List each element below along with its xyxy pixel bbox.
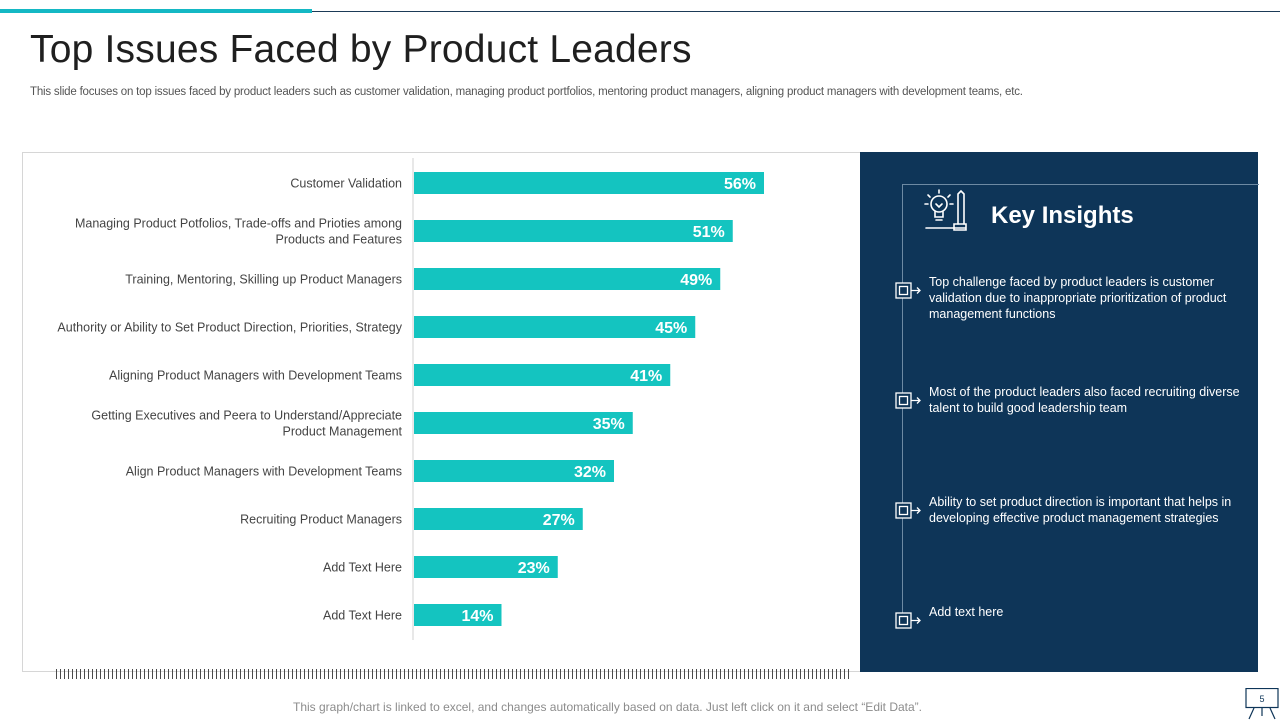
category-label-line: Aligning Product Managers with Developme… <box>109 369 402 383</box>
decorative-tick-strip <box>56 669 850 679</box>
bar[interactable] <box>414 268 721 290</box>
bar[interactable] <box>414 556 558 578</box>
insight-text: Add text here <box>929 605 1004 619</box>
bar[interactable] <box>414 220 733 242</box>
insight-text: Top challenge faced by product leaders i… <box>929 275 1227 321</box>
page-number-easel-icon: 5 <box>1245 688 1279 720</box>
category-label: Authority or Ability to Set Product Dire… <box>57 321 402 335</box>
category-label-line: Customer Validation <box>290 177 402 191</box>
page-number: 5 <box>1259 694 1264 704</box>
bar[interactable] <box>414 316 696 338</box>
bar[interactable] <box>414 508 583 530</box>
bar-value-label: 41% <box>630 368 662 385</box>
category-label-line: Add Text Here <box>323 609 402 623</box>
category-label: Add Text Here <box>323 609 402 623</box>
category-label-line: Recruiting Product Managers <box>240 513 402 527</box>
category-label-line: Training, Mentoring, Skilling up Product… <box>125 273 402 287</box>
top-accent-bar <box>0 9 312 13</box>
insight-text: Most of the product leaders also faced r… <box>929 385 1240 415</box>
bar-value-label: 35% <box>593 416 625 433</box>
key-insights-title: Key Insights <box>991 202 1134 229</box>
bar-value-label: 14% <box>461 608 493 625</box>
bar-value-label: 56% <box>724 176 756 193</box>
checkbox-arrow-icon <box>895 502 921 519</box>
category-label-line: Getting Executives and Peera to Understa… <box>91 409 402 423</box>
bar[interactable] <box>414 172 764 194</box>
insight-text: Ability to set product direction is impo… <box>929 495 1232 525</box>
category-label-line: Managing Product Potfolios, Trade-offs a… <box>75 217 402 231</box>
slide-subtitle: This slide focuses on top issues faced b… <box>30 86 1023 98</box>
category-label: Training, Mentoring, Skilling up Product… <box>125 273 402 287</box>
bar-value-label: 23% <box>518 560 550 577</box>
slide-title: Top Issues Faced by Product Leaders <box>30 28 692 71</box>
category-label-line: Products and Features <box>276 233 402 247</box>
idea-bulb-icon <box>924 189 967 231</box>
category-label: Customer Validation <box>290 177 402 191</box>
category-label-line: Align Product Managers with Development … <box>126 465 402 479</box>
chart-footnote: This graph/chart is linked to excel, and… <box>293 700 922 714</box>
category-label: Aligning Product Managers with Developme… <box>109 369 402 383</box>
category-label: Managing Product Potfolios, Trade-offs a… <box>75 217 402 247</box>
category-label: Getting Executives and Peera to Understa… <box>91 409 402 439</box>
bar-value-label: 51% <box>693 224 725 241</box>
category-label-line: Add Text Here <box>323 561 402 575</box>
bar-value-label: 45% <box>655 320 687 337</box>
bar[interactable] <box>414 604 502 626</box>
checkbox-arrow-icon <box>895 282 921 299</box>
category-label: Align Product Managers with Development … <box>126 465 402 479</box>
bar-value-label: 32% <box>574 464 606 481</box>
checkbox-arrow-icon <box>895 392 921 409</box>
bar-chart[interactable]: 56% Customer Validation 51% Managing Produc… <box>22 152 860 672</box>
category-label: Add Text Here <box>323 561 402 575</box>
category-label: Recruiting Product Managers <box>240 513 402 527</box>
checkbox-arrow-icon <box>895 612 921 629</box>
top-rule <box>0 11 1280 12</box>
category-label-line: Authority or Ability to Set Product Dire… <box>57 321 402 335</box>
bar-value-label: 49% <box>680 272 712 289</box>
bar[interactable] <box>414 460 614 482</box>
category-label-line: Product Management <box>282 425 402 439</box>
bar[interactable] <box>414 412 633 434</box>
key-insights-panel: Key Insights Top challenge faced by prod… <box>860 152 1259 672</box>
bar[interactable] <box>414 364 671 386</box>
bar-value-label: 27% <box>543 512 575 529</box>
